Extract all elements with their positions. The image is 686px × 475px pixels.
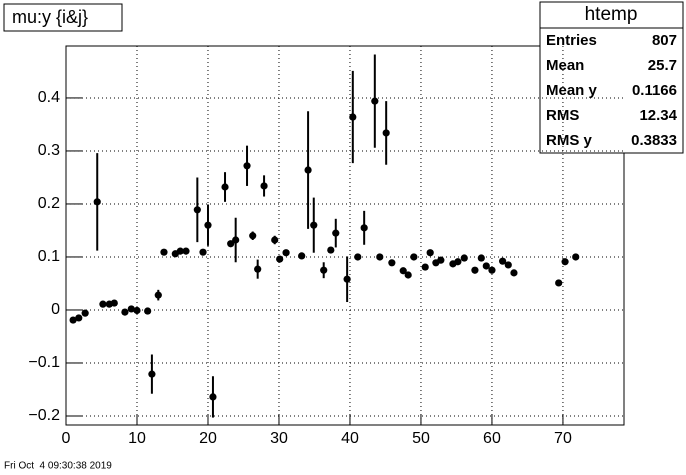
data-point	[404, 271, 412, 279]
data-point	[343, 275, 351, 283]
data-point	[154, 291, 162, 299]
footer: Fri Oct 4 09:30:38 2019	[4, 461, 112, 472]
data-point	[121, 308, 129, 316]
data-point	[327, 246, 335, 254]
data-point	[127, 305, 135, 313]
data-point	[81, 309, 89, 317]
data-point	[249, 232, 257, 240]
stats-label: RMS	[546, 107, 579, 124]
x-tick-label: 0	[62, 430, 71, 447]
data-point	[371, 97, 379, 105]
data-point	[148, 370, 156, 378]
data-point	[276, 255, 284, 263]
data-point	[282, 249, 290, 257]
data-point	[144, 307, 152, 315]
data-point	[354, 253, 362, 261]
data-point	[410, 253, 418, 261]
title-box	[3, 3, 123, 32]
data-point	[99, 300, 107, 308]
data-point	[555, 279, 563, 287]
x-tick-label: 10	[128, 430, 146, 447]
data-point	[227, 240, 235, 248]
x-tick-label: 50	[412, 430, 430, 447]
data-point	[304, 166, 312, 174]
data-point	[93, 198, 101, 206]
x-tick-label: 20	[199, 430, 217, 447]
data-point	[298, 252, 306, 260]
data-point	[310, 221, 318, 229]
stats-value: 807	[652, 32, 677, 49]
stats-title: htemp	[585, 4, 638, 25]
stats-label: Mean y	[546, 82, 598, 99]
data-point	[320, 266, 328, 274]
data-point	[254, 265, 262, 273]
data-point	[382, 129, 390, 137]
x-tick-label: 70	[554, 430, 572, 447]
data-point	[199, 248, 207, 256]
y-tick-label: −0.1	[28, 354, 60, 371]
y-tick-label: 0.1	[38, 248, 60, 265]
data-point	[504, 261, 512, 269]
y-tick-label: 0	[51, 301, 60, 318]
data-point	[572, 253, 580, 261]
data-point	[260, 182, 268, 190]
y-tick-label: 0.3	[38, 142, 60, 159]
data-point	[133, 306, 141, 315]
data-point	[110, 299, 118, 307]
y-tick-label: 0.4	[38, 89, 60, 106]
stats-label: Entries	[546, 32, 597, 49]
data-point	[232, 236, 240, 244]
data-point	[437, 256, 445, 264]
stats-value: 0.1166	[632, 82, 677, 99]
data-point	[75, 314, 83, 322]
y-tick-label: 0.2	[38, 195, 60, 212]
data-point	[69, 316, 77, 324]
stats-value: 25.7	[648, 57, 677, 74]
data-point	[349, 113, 357, 121]
data-point	[209, 393, 217, 401]
data-point	[510, 269, 518, 277]
data-point	[360, 224, 368, 232]
data-point	[193, 206, 201, 214]
stats-box	[539, 1, 684, 154]
data-point	[221, 183, 229, 191]
data-point	[454, 258, 462, 266]
chart-title: mu:y {i&j}	[12, 7, 88, 27]
data-point	[488, 266, 496, 274]
data-point	[421, 263, 429, 271]
stats-value: 0.3833	[631, 132, 677, 149]
data-point	[388, 259, 396, 267]
stats-label: RMS y	[546, 132, 593, 149]
stats-label: Mean	[546, 57, 584, 74]
data-point	[332, 229, 340, 237]
data-point	[376, 253, 384, 261]
data-point	[561, 258, 569, 266]
data-point	[204, 221, 212, 229]
data-point	[160, 248, 168, 256]
data-point	[243, 162, 251, 170]
data-point	[182, 247, 190, 255]
stats-value: 12.34	[639, 107, 677, 124]
data-point	[471, 266, 479, 274]
data-point	[477, 254, 485, 262]
x-tick-label: 60	[483, 430, 501, 447]
data-point	[271, 236, 279, 244]
y-tick-label: −0.2	[28, 407, 60, 424]
x-tick-label: 40	[341, 430, 359, 447]
data-point	[460, 254, 468, 262]
data-point	[399, 267, 407, 275]
x-tick-label: 30	[270, 430, 288, 447]
data-point	[176, 247, 184, 255]
plot-frame	[65, 45, 625, 426]
data-point	[482, 262, 490, 270]
data-point	[426, 249, 434, 257]
data-point	[499, 257, 507, 265]
